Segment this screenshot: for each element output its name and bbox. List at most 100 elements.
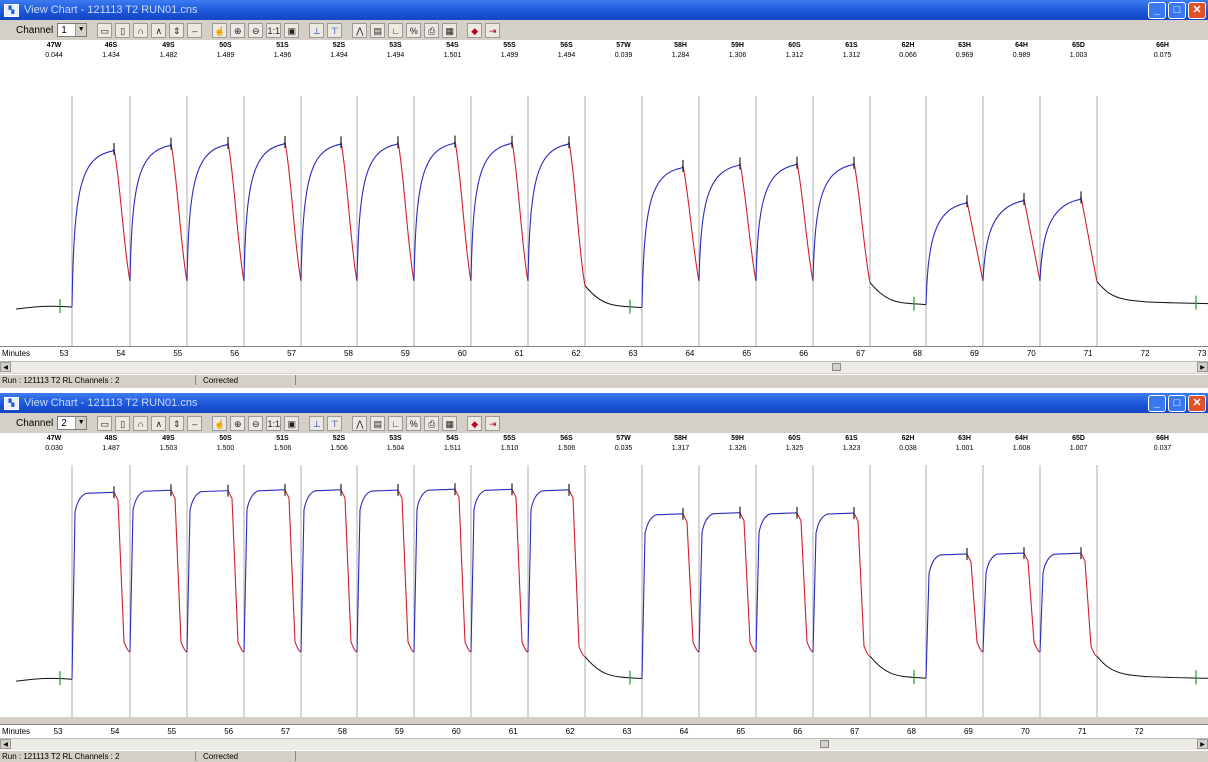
minute-tick-label: 57	[287, 349, 297, 358]
segment-name: 62H	[901, 435, 915, 442]
fall-trace	[170, 143, 188, 282]
baseline-trace	[584, 285, 643, 309]
minute-tick-label: 67	[856, 349, 866, 358]
scroll-thumb[interactable]	[820, 740, 829, 748]
maximize-button[interactable]: □	[1168, 395, 1186, 412]
segment-name: 53S	[389, 435, 402, 442]
segment-name: 48S	[104, 435, 118, 442]
close-button[interactable]: ✕	[1188, 2, 1206, 19]
scroll-left-icon[interactable]: ◀	[0, 739, 11, 749]
baseline-trace	[869, 282, 927, 306]
rise-trace	[982, 552, 1025, 653]
chevron-down-icon[interactable]: ▼	[75, 417, 87, 429]
save-icon[interactable]: ▦	[442, 22, 458, 38]
segment-label-strip: 47W 0.030 48S 1.487 49S 1.503 50S 1.500 51S 1.506…	[0, 433, 1208, 465]
fall-trace	[966, 201, 984, 282]
eraser-icon[interactable]: ◆	[467, 415, 483, 431]
scroll-thumb[interactable]	[832, 363, 841, 371]
fall-trace	[340, 489, 358, 653]
minute-tick-label: 56	[224, 727, 234, 736]
zoom-out-icon[interactable]: ⊖	[248, 415, 264, 431]
scroll-left-icon[interactable]: ◀	[0, 362, 11, 372]
fall-trace	[113, 492, 131, 653]
blank-page-icon[interactable]: –	[187, 22, 203, 38]
segment-value: 0.075	[1153, 52, 1172, 59]
nudge-icon[interactable]: ⇕	[169, 415, 185, 431]
axis-icon[interactable]: ∟	[388, 22, 404, 38]
actual-size-icon[interactable]: 1:1	[266, 22, 282, 38]
horizontal-scrollbar[interactable]: ◀ ▶	[0, 361, 1208, 373]
segment-name: 66H	[1156, 435, 1169, 442]
hand-icon[interactable]: ☝	[212, 22, 228, 38]
print-icon[interactable]: ⎙	[424, 415, 440, 431]
hand-icon[interactable]: ☝	[212, 415, 228, 431]
open-folder-icon[interactable]: ▭	[97, 22, 113, 38]
window-title: View Chart - 121113 T2 RUN01.cns	[24, 4, 198, 16]
scroll-right-icon[interactable]: ▶	[1197, 362, 1208, 372]
time-axis: Minutes 53 54 55 56 57 58 59 60 61 62 63 64 65 66 67 68…	[0, 346, 1208, 361]
valley-icon[interactable]: ∧	[151, 22, 167, 38]
chevron-down-icon[interactable]: ▼	[75, 24, 87, 36]
percent-icon[interactable]: %	[406, 415, 422, 431]
zoom-out-icon[interactable]: ⊖	[248, 22, 264, 38]
minute-tick-label: 69	[963, 727, 973, 736]
blank-page-icon[interactable]: ▯	[115, 22, 131, 38]
minute-tick-label: 70	[1020, 727, 1030, 736]
baseline-icon[interactable]: ⊥	[309, 415, 325, 431]
nudge-icon[interactable]: ⇕	[169, 22, 185, 38]
signal-trace-chart	[15, 465, 1208, 717]
table-icon[interactable]: ▤	[370, 415, 386, 431]
plateau-icon[interactable]: ⊤	[327, 22, 343, 38]
baseline-trace	[1096, 281, 1208, 305]
valley-icon[interactable]: ∧	[151, 415, 167, 431]
rise-trace	[243, 489, 286, 653]
minimize-button[interactable]: _	[1148, 2, 1166, 19]
fit-icon[interactable]: ▣	[284, 415, 300, 431]
print-icon[interactable]: ⎙	[424, 22, 440, 38]
peak-icon[interactable]: ∩	[133, 415, 149, 431]
segment-value: 1.482	[159, 52, 178, 59]
exit-icon[interactable]: ⇥	[485, 415, 501, 431]
zoom-in-icon[interactable]: ⊕	[230, 22, 246, 38]
segment-value: 0.969	[955, 52, 974, 59]
blank-page-icon[interactable]: ▯	[115, 415, 131, 431]
segment-name: 63H	[958, 42, 971, 49]
channel-select[interactable]: 2 ▼	[57, 416, 88, 430]
minute-tick-label: 69	[969, 349, 979, 358]
save-icon[interactable]: ▦	[442, 415, 458, 431]
minute-tick-label: 70	[1026, 349, 1036, 358]
multi-peak-icon[interactable]: ⋀	[352, 22, 368, 38]
fit-icon[interactable]: ▣	[284, 22, 300, 38]
minimize-button[interactable]: _	[1148, 395, 1166, 412]
scroll-right-icon[interactable]: ▶	[1197, 739, 1208, 749]
actual-size-icon[interactable]: 1:1	[266, 415, 282, 431]
open-folder-icon[interactable]: ▭	[97, 415, 113, 431]
minutes-label: Minutes	[2, 727, 31, 736]
horizontal-scrollbar[interactable]: ◀ ▶	[0, 738, 1208, 750]
segment-value: 1.500	[216, 445, 235, 452]
exit-icon[interactable]: ⇥	[485, 22, 501, 38]
percent-icon[interactable]: %	[406, 22, 422, 38]
eraser-icon[interactable]: ◆	[467, 22, 483, 38]
peak-icon[interactable]: ∩	[133, 22, 149, 38]
close-button[interactable]: ✕	[1188, 395, 1206, 412]
minute-tick-label: 62	[571, 349, 581, 358]
rise-trace	[641, 165, 684, 308]
zoom-in-icon[interactable]: ⊕	[230, 415, 246, 431]
segment-name: 59H	[731, 435, 744, 442]
blank-page-icon[interactable]: –	[187, 415, 203, 431]
maximize-button[interactable]: □	[1168, 2, 1186, 19]
table-icon[interactable]: ▤	[370, 22, 386, 38]
segment-value: 0.030	[45, 445, 63, 452]
axis-icon[interactable]: ∟	[388, 415, 404, 431]
segment-name: 54S	[446, 42, 459, 49]
segment-value: 1.001	[955, 445, 974, 452]
baseline-icon[interactable]: ⊥	[309, 22, 325, 38]
channel-select[interactable]: 1 ▼	[57, 23, 88, 37]
rise-trace	[129, 143, 172, 282]
segment-value: 1.003	[1069, 52, 1088, 59]
segment-value: 1.510	[500, 445, 519, 452]
plateau-icon[interactable]: ⊤	[327, 415, 343, 431]
multi-peak-icon[interactable]: ⋀	[352, 415, 368, 431]
segment-name: 53S	[389, 42, 402, 49]
